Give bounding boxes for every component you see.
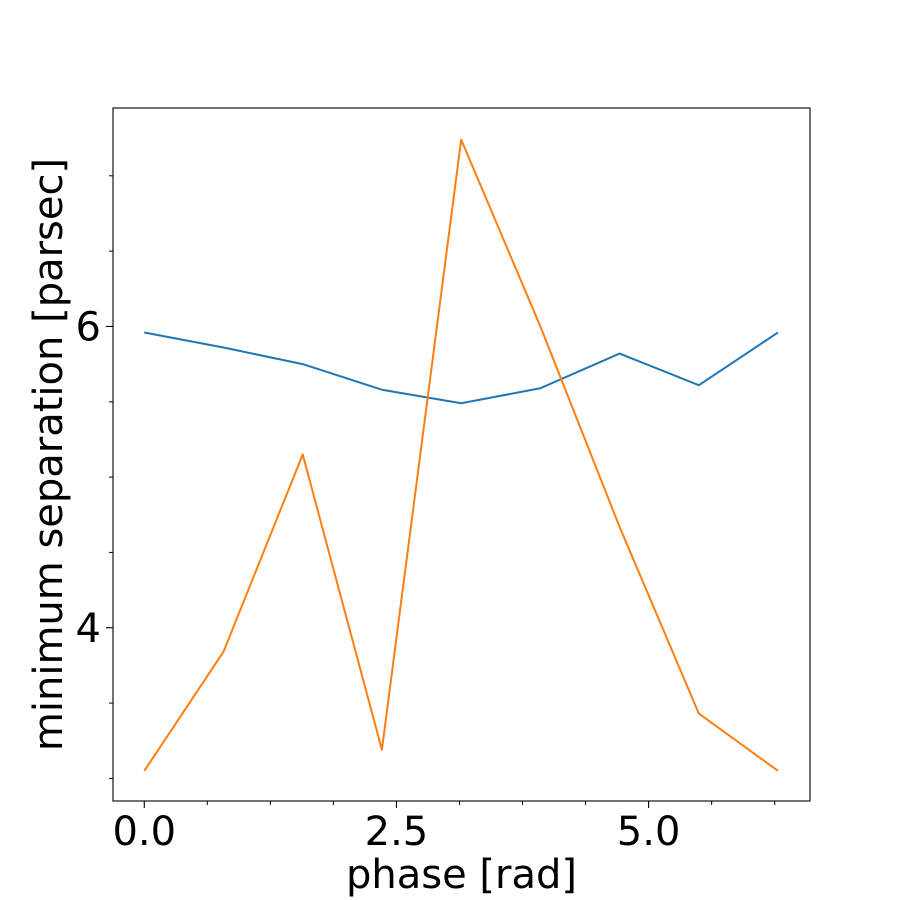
y-axis-label: minimum separation [parsec]	[26, 158, 72, 751]
y-tick-label: 4	[76, 606, 101, 652]
tick-layer: 0.0 2.5 5.0 4 6	[76, 175, 776, 855]
x-tick-label: 5.0	[617, 809, 681, 855]
x-tick-label: 2.5	[365, 809, 429, 855]
series-line-2	[143, 138, 779, 772]
x-axis-label: phase [rad]	[346, 852, 577, 898]
x-tick-label: 0.0	[112, 809, 176, 855]
plot-frame	[112, 107, 811, 802]
series-layer	[143, 138, 779, 772]
series-line-1	[144, 331, 779, 405]
y-tick-label: 6	[76, 304, 101, 350]
